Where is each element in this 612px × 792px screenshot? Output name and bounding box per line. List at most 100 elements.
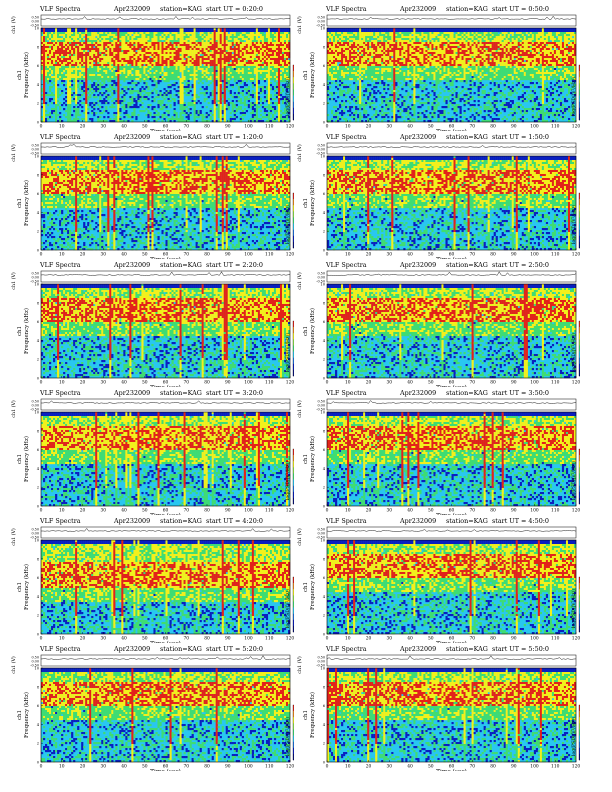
spectrogram-image — [41, 28, 291, 123]
freq-axis-label-ch: ch1 — [17, 710, 23, 720]
x-tick-label: 100 — [530, 253, 539, 258]
x-tick-label: 100 — [244, 509, 253, 514]
freq-tick-label: 10 — [34, 27, 39, 31]
freq-tick-label: 10 — [34, 155, 39, 159]
x-tick-label: 120 — [286, 765, 294, 770]
colorbar — [578, 704, 580, 761]
colorbar-label: log(PSD/(V²/Hz)) — [284, 461, 291, 500]
x-tick-label: 30 — [100, 253, 106, 258]
panel-station: station=KAG — [160, 645, 202, 653]
freq-tick-label: 8 — [323, 173, 326, 177]
panel-date: Apr232009 — [400, 517, 436, 525]
x-tick-label: 0 — [326, 381, 329, 386]
spectrogram-image — [41, 668, 291, 763]
x-tick-label: 40 — [121, 509, 127, 514]
panel-date: Apr232009 — [114, 389, 150, 397]
panel-plot: 0.500.00-0.50 ch1 (V) 0 2 4 6 8 10 ch1 Frequency … — [296, 14, 580, 131]
panel-date: Apr232009 — [400, 389, 436, 397]
freq-tick-label: 8 — [37, 429, 40, 433]
freq-axis-label: Frequency (kHz) — [309, 436, 316, 482]
x-tick-label: 70 — [183, 765, 189, 770]
x-tick-label: 80 — [204, 253, 210, 258]
panel-station: station=KAG — [160, 5, 202, 13]
freq-tick-label: 8 — [37, 301, 40, 305]
freq-axis-label-ch: ch1 — [17, 326, 23, 336]
x-tick-label: 90 — [225, 509, 231, 514]
ch-axis-label: ch1 (V) — [10, 16, 17, 34]
freq-tick-label: 8 — [323, 429, 326, 433]
x-tick-label: 100 — [244, 125, 253, 130]
x-tick-label: 40 — [407, 125, 413, 130]
freq-tick-label: 10 — [320, 539, 325, 543]
x-tick-label: 100 — [530, 765, 539, 770]
freq-tick-label: 10 — [320, 667, 325, 671]
ch-tick-label: -0.50 — [30, 280, 39, 284]
x-tick-label: 80 — [490, 509, 496, 514]
start-prefix: start UT = — [492, 517, 526, 525]
ch-tick-label: 0.50 — [31, 144, 39, 148]
start-ut-value: 5:20:0 — [242, 645, 263, 653]
spectrogram-image — [327, 540, 577, 635]
x-tick-label: 30 — [386, 637, 392, 642]
panel-date: Apr232009 — [114, 517, 150, 525]
start-ut-value: 3:50:0 — [528, 389, 549, 397]
x-tick-label: 30 — [100, 381, 106, 386]
x-tick-label: 20 — [366, 125, 372, 130]
spectrogram-image — [41, 284, 291, 379]
start-prefix: start UT = — [206, 133, 240, 141]
panel-station: station=KAG — [160, 517, 202, 525]
waveform-line — [326, 15, 577, 20]
ch-tick-label: -0.50 — [30, 408, 39, 412]
freq-tick-label: 6 — [323, 704, 326, 708]
x-tick-label: 90 — [225, 765, 231, 770]
panel-station: station=KAG — [160, 133, 202, 141]
ch-tick-label: 0.00 — [31, 148, 39, 152]
x-tick-label: 120 — [286, 509, 294, 514]
x-tick-label: 10 — [59, 381, 65, 386]
x-tick-label: 70 — [183, 125, 189, 130]
x-tick-label: 40 — [407, 253, 413, 258]
x-tick-label: 30 — [100, 637, 106, 642]
freq-tick-label: 6 — [37, 576, 40, 580]
freq-tick-label: 4 — [37, 595, 40, 599]
panel-title: VLF Spectra — [40, 645, 81, 653]
colorbar-label: log(PSD/(V²/Hz)) — [570, 589, 577, 628]
x-tick-label: 60 — [449, 381, 455, 386]
panel-start-time: start UT = 4:50:0 — [492, 517, 549, 525]
panel-title: VLF Spectra — [40, 5, 81, 13]
freq-tick-label: 2 — [323, 742, 325, 746]
panel-plot: 0.500.00-0.50 ch1 (V) 0 2 4 6 8 10 ch1 Frequency … — [10, 398, 294, 515]
ch-axis-label: ch1 (V) — [10, 272, 17, 290]
freq-tick-label: 2 — [37, 614, 39, 618]
start-ut-value: 1:50:0 — [528, 133, 549, 141]
freq-tick-label: 0 — [323, 121, 326, 125]
freq-tick-label: 0 — [37, 121, 40, 125]
freq-tick-label: 8 — [37, 685, 40, 689]
x-tick-label: 50 — [428, 765, 434, 770]
colorbar-label: log(PSD/(V²/Hz)) — [284, 77, 291, 116]
panel-plot: 0.500.00-0.50 ch1 (V) 0 2 4 6 8 10 ch1 Frequency … — [296, 398, 580, 515]
waveform-line — [326, 529, 577, 532]
freq-tick-label: 0 — [37, 633, 40, 637]
freq-axis-label: Frequency (kHz) — [23, 692, 30, 738]
panel-title: VLF Spectra — [326, 389, 367, 397]
waveform-line — [326, 271, 577, 276]
spectrogram-image — [41, 540, 291, 635]
x-tick-label: 0 — [326, 765, 329, 770]
x-tick-label: 60 — [449, 253, 455, 258]
freq-axis-label: Frequency (kHz) — [309, 52, 316, 98]
colorbar-label: log(PSD/(V²/Hz)) — [570, 333, 577, 372]
ch-tick-label: 0.00 — [317, 276, 325, 280]
x-tick-label: 30 — [386, 509, 392, 514]
freq-tick-label: 8 — [37, 45, 40, 49]
waveform-frame — [326, 142, 577, 155]
freq-tick-label: 10 — [320, 27, 325, 31]
freq-tick-label: 6 — [323, 192, 326, 196]
x-tick-label: 120 — [572, 381, 580, 386]
spectrogram-panel: VLF Spectra Apr232009 station=KAG start UT … — [8, 517, 294, 643]
freq-tick-label: 4 — [37, 83, 40, 87]
panel-title: VLF Spectra — [40, 389, 81, 397]
x-tick-label: 50 — [142, 509, 148, 514]
ch-tick-label: 0.50 — [317, 144, 325, 148]
x-tick-label: 120 — [572, 125, 580, 130]
